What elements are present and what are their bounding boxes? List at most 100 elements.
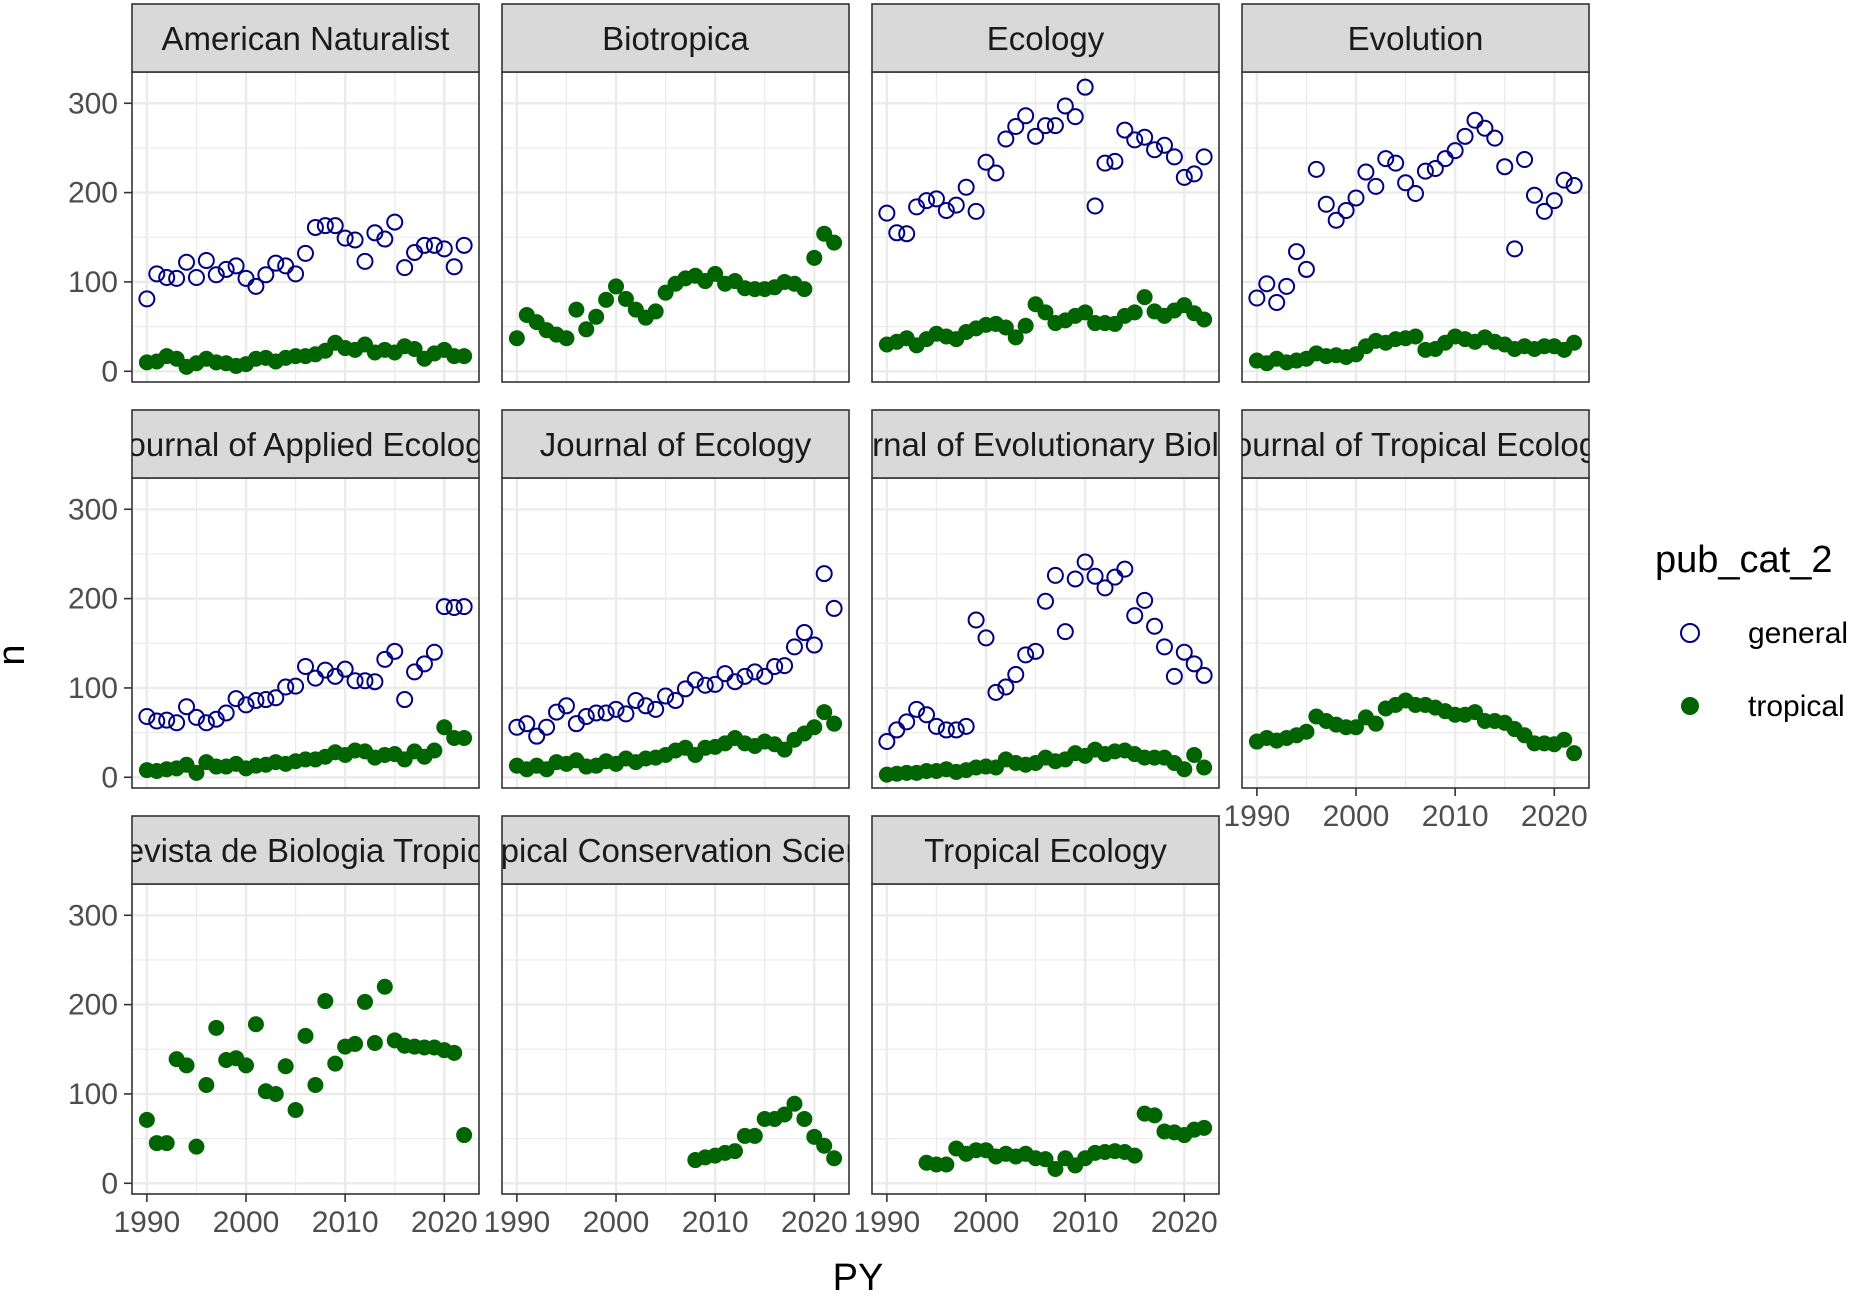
point-general <box>435 240 453 258</box>
panel-journal-of-tropical-ecology: Journal of Tropical Ecology <box>1241 409 1590 789</box>
strip-background <box>131 815 480 885</box>
point-general <box>1195 666 1213 684</box>
point-general <box>1317 195 1335 213</box>
points <box>918 1105 1213 1177</box>
points <box>878 78 1213 354</box>
point-general <box>937 721 955 739</box>
strip-title: Journal of Evolutionary Biology <box>819 426 1273 463</box>
point-general <box>148 265 166 283</box>
point-general <box>1476 119 1494 137</box>
point-general <box>528 727 546 745</box>
point-tropical <box>347 1035 364 1052</box>
point-tropical <box>806 719 823 736</box>
point-general <box>908 700 926 718</box>
point-general <box>1506 240 1524 258</box>
points <box>138 598 473 781</box>
point-tropical <box>456 348 473 365</box>
point-general <box>336 660 354 678</box>
strip-background <box>1241 3 1590 73</box>
point-general <box>1165 148 1183 166</box>
point-general <box>577 708 595 726</box>
x-tick-label: 1990 <box>483 1206 550 1239</box>
point-general <box>316 217 334 235</box>
point-general <box>518 715 536 733</box>
axes-layer: 0 100 200 300 0 100 200 300 0 100 200 300 1990 2000 20… <box>68 87 1588 1239</box>
point-general <box>1136 591 1154 609</box>
point-general <box>247 691 265 709</box>
points <box>1248 111 1583 372</box>
x-tick-label: 2000 <box>953 1206 1020 1239</box>
x-tick-label: 2020 <box>1151 1206 1218 1239</box>
strip-background <box>501 409 850 479</box>
point-tropical <box>796 281 813 298</box>
point-general <box>1017 107 1035 125</box>
point-general <box>686 671 704 689</box>
point-tropical <box>208 1019 225 1036</box>
point-general <box>1327 211 1345 229</box>
point-general <box>287 677 305 695</box>
point-general <box>207 266 225 284</box>
point-tropical <box>617 290 634 307</box>
point-general <box>815 565 833 583</box>
point-tropical <box>1077 304 1094 321</box>
strip-background <box>501 3 850 73</box>
point-general <box>386 642 404 660</box>
point-tropical <box>1186 746 1203 763</box>
point-general <box>336 229 354 247</box>
point-general <box>257 691 275 709</box>
point-general <box>1017 646 1035 664</box>
y-tick-label: 200 <box>68 177 118 210</box>
point-general <box>1397 174 1415 192</box>
point-tropical <box>366 1035 383 1052</box>
point-general <box>356 672 374 690</box>
x-axis-col-1: 1990 2000 2010 2020 <box>113 1194 478 1239</box>
point-general <box>878 733 896 751</box>
point-general <box>607 700 625 718</box>
point-tropical <box>826 715 843 732</box>
point-general <box>538 718 556 736</box>
point-tropical <box>307 1077 324 1094</box>
point-tropical <box>707 265 724 282</box>
point-tropical <box>726 1143 743 1160</box>
point-general <box>927 717 945 735</box>
point-general <box>1007 666 1025 684</box>
point-general <box>1175 643 1193 661</box>
point-general <box>1565 176 1583 194</box>
point-general <box>1037 592 1054 610</box>
gridlines <box>872 884 1219 1194</box>
point-general <box>415 655 433 673</box>
point-tropical <box>746 1127 763 1144</box>
point-general <box>1037 117 1054 135</box>
point-general <box>987 683 1005 701</box>
point-general <box>937 201 955 219</box>
x-tick-label: 2000 <box>1323 800 1390 833</box>
point-general <box>1185 165 1203 183</box>
gridlines <box>872 478 1219 788</box>
point-general <box>898 713 916 731</box>
x-tick-label: 2020 <box>781 1206 848 1239</box>
x-tick-label: 2000 <box>583 1206 650 1239</box>
point-general <box>455 236 473 254</box>
point-general <box>1146 617 1164 635</box>
point-general <box>726 673 744 691</box>
point-tropical <box>317 993 334 1010</box>
point-general <box>1456 127 1474 145</box>
point-tropical <box>1196 1119 1213 1136</box>
point-general <box>957 717 975 735</box>
point-general <box>1545 192 1563 210</box>
point-tropical <box>1047 1160 1064 1177</box>
point-general <box>1357 163 1375 181</box>
point-general <box>805 636 823 654</box>
point-general <box>237 696 255 714</box>
panel-background <box>872 478 1219 788</box>
point-general <box>1096 154 1114 172</box>
y-tick-label: 100 <box>68 1078 118 1111</box>
point-general <box>396 691 414 709</box>
point-general <box>1027 642 1045 660</box>
point-general <box>1096 579 1114 597</box>
point-general <box>918 706 936 724</box>
point-general <box>1066 570 1084 588</box>
gridlines <box>502 478 849 788</box>
panel-american-naturalist: American Naturalist <box>131 3 480 383</box>
point-tropical <box>816 1137 833 1154</box>
